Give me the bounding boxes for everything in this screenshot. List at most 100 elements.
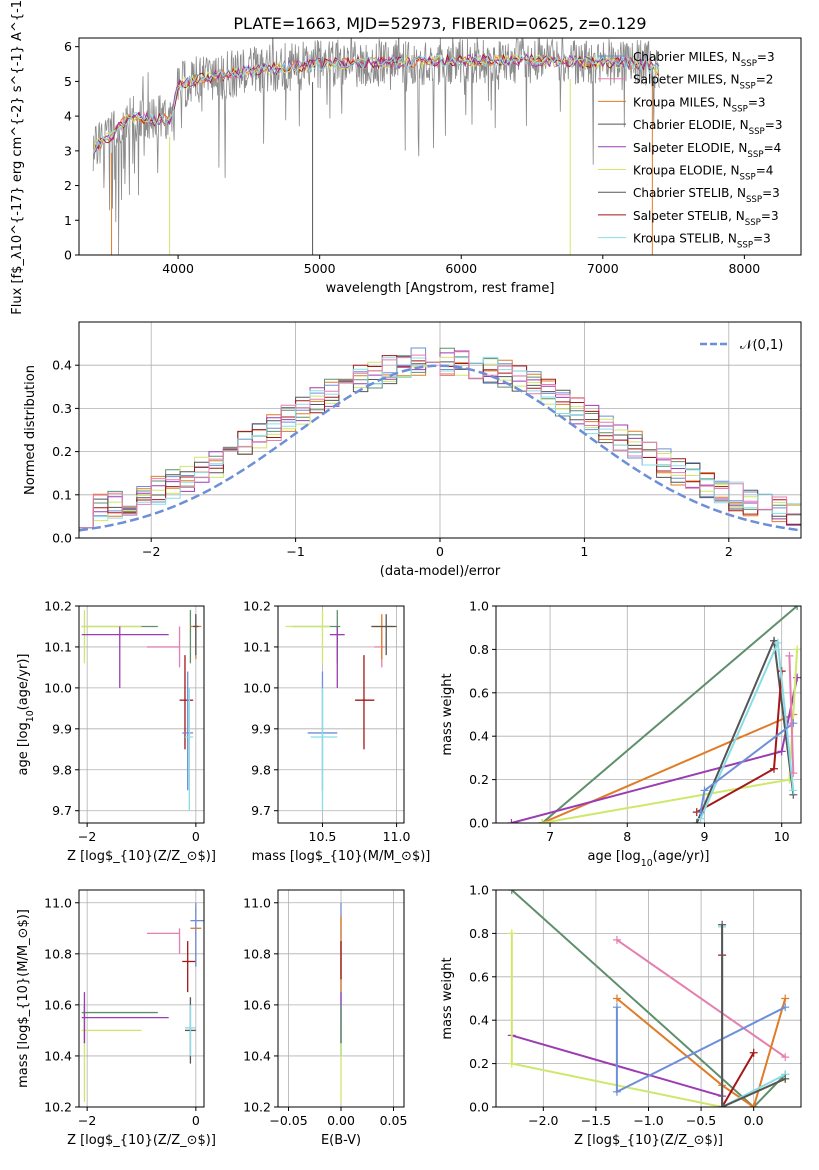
- label-script: SSP: [740, 173, 756, 183]
- x-tick-label: 0.0: [744, 1113, 764, 1128]
- label-part: mass weight: [440, 673, 455, 755]
- plot-area: [507, 890, 790, 1107]
- x-tick-label: 0.00: [327, 1113, 355, 1128]
- weight-point-marker: [507, 819, 516, 823]
- legend-label: 𝒩(0,1): [740, 338, 783, 353]
- weight-point-marker: [696, 808, 705, 817]
- label-part: Flux [f$_λ10^{-17} erg cm^{-2} s^{-1} A^…: [10, 0, 25, 315]
- label-part: =3: [762, 186, 780, 200]
- x-tick-label: 0: [192, 829, 200, 844]
- legend-label: Salpeter STELIB, NSSP=3: [633, 209, 779, 228]
- y-tick-label: 10.2: [44, 1100, 72, 1115]
- plot-mass_vs_EBV: −0.05 0.00 0.05 10.2 10.4 10.6 10.8 11.0 E(B-V): [243, 889, 408, 1148]
- plot-spectrum: 4000 5000 6000 7000 8000 0 1 2 3 4 5 6 wavelength [A…: [10, 0, 802, 315]
- y-tick-label: 1: [64, 213, 72, 228]
- weight-series-line: [511, 890, 786, 1107]
- x-tick-label: 5000: [304, 261, 336, 276]
- weight-point-marker: [781, 1053, 790, 1062]
- x-tick-label: −1.0: [633, 1113, 663, 1128]
- x-tick-label: 10: [774, 829, 790, 844]
- y-tick-label: 0.8: [469, 642, 489, 657]
- x-tick-label: 6000: [445, 261, 477, 276]
- y-tick-label: 10.2: [44, 599, 72, 614]
- label-part: E(B-V): [321, 1133, 361, 1148]
- weight-point-marker: [507, 1059, 516, 1068]
- y-tick-label: 0.1: [52, 487, 72, 502]
- x-tick-label: −0.05: [269, 1113, 307, 1128]
- y-axis-label: mass [log$_{10}(M/M_⊙$)]: [16, 909, 31, 1088]
- y-tick-label: 2: [64, 178, 72, 193]
- plot-area: [79, 347, 801, 532]
- y-tick-label: 10.4: [243, 1048, 271, 1063]
- weight-point-marker: [793, 606, 801, 610]
- y-tick-label: 0.2: [469, 1056, 489, 1071]
- y-axis-label: mass weight: [440, 673, 455, 755]
- model-spectrum-line: [92, 53, 660, 154]
- x-tick-label: 0.05: [380, 1113, 408, 1128]
- y-tick-label: 9.8: [52, 762, 72, 777]
- weight-point-marker: [507, 890, 516, 894]
- x-axis-label: Z [log$_{10}(Z/Z_⊙$)]: [574, 1133, 723, 1148]
- label-part: Salpeter MILES, N: [633, 73, 740, 87]
- weight-point-marker: [507, 929, 516, 938]
- label-part: =3: [757, 50, 775, 64]
- label-script: SSP: [741, 59, 757, 69]
- x-tick-label: 7: [546, 829, 554, 844]
- axes-frame: [78, 605, 205, 824]
- y-tick-label: 11.0: [243, 895, 271, 910]
- x-tick-label: −1.5: [581, 1113, 611, 1128]
- label-part: mass [log$_{10}(M/M_⊙$)]: [252, 849, 431, 864]
- weight-point-marker: [773, 638, 782, 647]
- x-axis-label: Z [log$_{10}(Z/Z_⊙$)]: [67, 849, 216, 864]
- x-axis-label: Z [log$_{10}(Z/Z_⊙$)]: [67, 1133, 216, 1148]
- label-script: 10: [641, 858, 653, 869]
- weight-series-line: [511, 677, 799, 823]
- x-tick-label: 11.0: [383, 829, 411, 844]
- y-tick-label: 9.9: [52, 721, 72, 736]
- y-tick-label: 0.2: [52, 444, 72, 459]
- x-tick-label: 8000: [728, 261, 760, 276]
- label-script: SSP: [747, 150, 763, 160]
- y-tick-label: 1.0: [469, 599, 489, 614]
- label-part: Chabrier MILES, N: [633, 50, 741, 64]
- label-part: mass weight: [440, 957, 455, 1039]
- label-part: 𝒩(0,1): [740, 338, 783, 353]
- plot-area: [285, 610, 397, 811]
- x-tick-label: 8: [623, 829, 631, 844]
- weight-series-line: [721, 924, 786, 1107]
- weight-point-marker: [749, 1103, 758, 1107]
- weight-point-marker: [718, 1103, 727, 1107]
- label-script: SSP: [749, 127, 765, 137]
- weight-point-marker: [789, 786, 798, 795]
- label-part: Salpeter ELODIE, N: [633, 141, 747, 155]
- legend-label: Chabrier ELODIE, NSSP=3: [633, 118, 782, 137]
- plot-weight_vs_Z: −2.0 −1.5 −1.0 −0.5 0.0 0.0 0.2 0.4 0.6 0.8 1.0 Z […: [440, 883, 802, 1148]
- y-tick-label: 10.1: [44, 639, 72, 654]
- axes-frame: [78, 889, 205, 1108]
- plot-age_vs_Z: −2 0 9.7 9.8 9.9 10.0 10.1 10.2 Z [log$_{10}(Z/Z…: [16, 599, 216, 865]
- weight-point-marker: [692, 819, 701, 823]
- label-script: SSP: [746, 195, 762, 205]
- x-tick-label: −2: [78, 1113, 96, 1128]
- label-part: Kroupa MILES, N: [633, 95, 732, 109]
- y-tick-label: 9.9: [251, 721, 271, 736]
- label-part: Z [log$_{10}(Z/Z_⊙$)]: [67, 1133, 216, 1148]
- x-tick-label: 0: [192, 1113, 200, 1128]
- x-tick-label: 2: [725, 544, 733, 559]
- weight-point-marker: [538, 819, 547, 823]
- y-tick-label: 10.8: [243, 946, 271, 961]
- y-tick-label: 10.0: [44, 680, 72, 695]
- x-tick-label: −2: [142, 544, 160, 559]
- axes-frame: [277, 889, 405, 1108]
- x-tick-label: 10.5: [309, 829, 337, 844]
- y-tick-label: 0.4: [52, 358, 72, 373]
- axes-frame: [78, 37, 802, 256]
- y-tick-label: 0.0: [469, 816, 489, 831]
- label-part: Normed distribution: [23, 365, 38, 495]
- y-axis-label: Normed distribution: [23, 365, 38, 495]
- y-tick-label: 0.6: [469, 685, 489, 700]
- y-tick-label: 0.3: [52, 401, 72, 416]
- weight-series-line: [788, 655, 795, 774]
